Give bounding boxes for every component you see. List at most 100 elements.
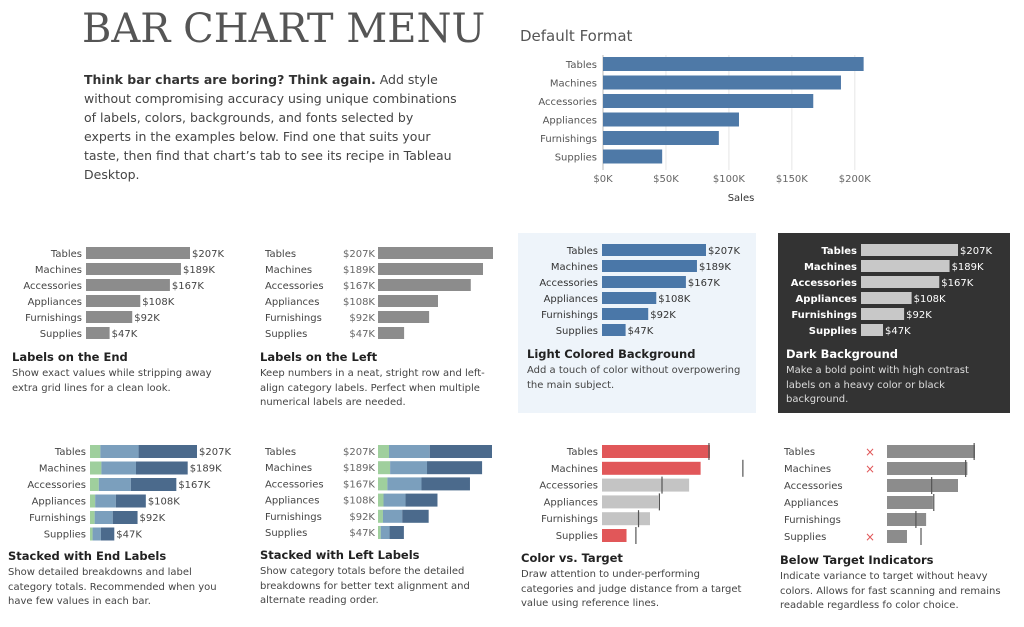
category-label: Accessories bbox=[265, 479, 324, 490]
bar bbox=[602, 308, 649, 320]
category-label: Furnishings bbox=[791, 310, 857, 321]
bar bbox=[887, 513, 927, 526]
value-label: $108K bbox=[658, 294, 690, 305]
bar bbox=[603, 75, 841, 90]
caption-text: Make a bold point with high contrast lab… bbox=[786, 365, 969, 405]
intro-rest: Add style without compromising accuracy … bbox=[84, 72, 457, 182]
caption-end-labels: Labels on the End Show exact values whil… bbox=[12, 350, 237, 396]
bar-segment bbox=[90, 445, 101, 458]
category-label: Tables bbox=[565, 60, 597, 71]
bar bbox=[378, 247, 493, 259]
bar bbox=[861, 244, 958, 256]
caption-title: Labels on the End bbox=[12, 350, 128, 364]
x-axis-title: Sales bbox=[728, 193, 755, 204]
bar-segment bbox=[101, 461, 137, 475]
caption-title: Stacked with End Labels bbox=[8, 549, 167, 563]
bar bbox=[602, 478, 690, 492]
caption-color-target: Color vs. Target Draw attention to under… bbox=[521, 551, 751, 612]
bar-segment bbox=[378, 493, 384, 507]
bar bbox=[602, 292, 657, 304]
category-label: Accessories bbox=[27, 480, 86, 491]
category-label: Machines bbox=[35, 265, 82, 276]
category-label: Supplies bbox=[809, 326, 857, 337]
caption-left-labels: Labels on the Left Keep numbers in a nea… bbox=[260, 350, 505, 411]
bar bbox=[603, 112, 739, 127]
bar bbox=[378, 279, 471, 291]
value-label: $108K bbox=[914, 294, 946, 305]
bar-segment bbox=[95, 494, 116, 508]
category-label: Machines bbox=[39, 464, 86, 475]
value-label: $207K bbox=[199, 447, 231, 458]
category-label: Appliances bbox=[784, 498, 838, 509]
intro-bold: Think bar charts are boring? Think again… bbox=[84, 72, 376, 87]
value-label: $167K bbox=[343, 281, 375, 292]
below-target-marker: × bbox=[865, 530, 875, 544]
caption-title: Light Colored Background bbox=[527, 347, 696, 361]
category-label: Machines bbox=[784, 464, 831, 475]
intro-text: Think bar charts are boring? Think again… bbox=[84, 70, 464, 184]
bar bbox=[603, 57, 864, 71]
bar-segment bbox=[90, 478, 99, 491]
bar bbox=[602, 445, 710, 458]
category-label: Supplies bbox=[40, 329, 82, 340]
category-label: Machines bbox=[265, 463, 312, 474]
category-label: Tables bbox=[566, 447, 598, 458]
bar-segment bbox=[421, 477, 470, 491]
value-label: $207K bbox=[343, 447, 375, 458]
bar bbox=[861, 324, 884, 336]
caption-text: Show category totals before the detailed… bbox=[260, 566, 470, 606]
value-label: $92K bbox=[140, 513, 166, 524]
value-label: $47K bbox=[628, 326, 654, 337]
caption-text: Indicate variance to target without heav… bbox=[780, 571, 1001, 611]
bar bbox=[887, 530, 907, 543]
bar bbox=[602, 324, 626, 336]
value-label: $92K bbox=[349, 512, 375, 523]
bar-segment bbox=[90, 461, 102, 475]
value-label: $207K bbox=[343, 249, 375, 260]
value-label: $207K bbox=[192, 249, 224, 260]
bar bbox=[602, 529, 627, 542]
value-label: $207K bbox=[708, 246, 740, 257]
category-label: Supplies bbox=[555, 153, 597, 164]
value-label: $189K bbox=[343, 463, 375, 474]
bar bbox=[887, 462, 968, 475]
bar bbox=[86, 327, 110, 339]
bar bbox=[86, 311, 133, 323]
bar bbox=[887, 479, 958, 492]
category-label: Furnishings bbox=[265, 512, 322, 523]
bar-segment bbox=[100, 445, 139, 458]
bar-segment bbox=[90, 494, 96, 508]
bar bbox=[602, 260, 697, 272]
bar-segment bbox=[402, 509, 429, 523]
category-label: Supplies bbox=[265, 528, 307, 539]
category-label: Supplies bbox=[44, 530, 86, 541]
category-label: Accessories bbox=[265, 281, 324, 292]
bar bbox=[86, 279, 170, 291]
value-label: $167K bbox=[178, 480, 210, 491]
default-chart-title: Default Format bbox=[520, 27, 633, 45]
category-label: Appliances bbox=[28, 297, 82, 308]
bar bbox=[86, 247, 190, 259]
bar bbox=[861, 308, 905, 320]
caption-light-background: Light Colored Background Add a touch of … bbox=[527, 347, 747, 393]
bar-segment bbox=[115, 494, 146, 508]
category-label: Furnishings bbox=[25, 313, 82, 324]
caption-text: Draw attention to under-performing categ… bbox=[521, 569, 742, 609]
category-label: Machines bbox=[550, 79, 597, 90]
category-label: Tables bbox=[821, 246, 857, 257]
value-label: $189K bbox=[190, 464, 222, 475]
category-label: Tables bbox=[50, 249, 82, 260]
value-label: $108K bbox=[148, 497, 180, 508]
category-label: Accessories bbox=[538, 97, 597, 108]
value-label: $167K bbox=[941, 278, 973, 289]
bar bbox=[602, 276, 686, 288]
caption-below-target: Below Target Indicators Indicate varianc… bbox=[780, 553, 1012, 614]
caption-title: Dark Background bbox=[786, 347, 899, 361]
category-label: Tables bbox=[54, 447, 86, 458]
bar-segment bbox=[389, 445, 430, 458]
bar-segment bbox=[94, 511, 113, 524]
value-label: $207K bbox=[960, 246, 992, 257]
bar-segment bbox=[390, 461, 428, 475]
bar-segment bbox=[378, 445, 390, 458]
category-label: Accessories bbox=[784, 481, 843, 492]
